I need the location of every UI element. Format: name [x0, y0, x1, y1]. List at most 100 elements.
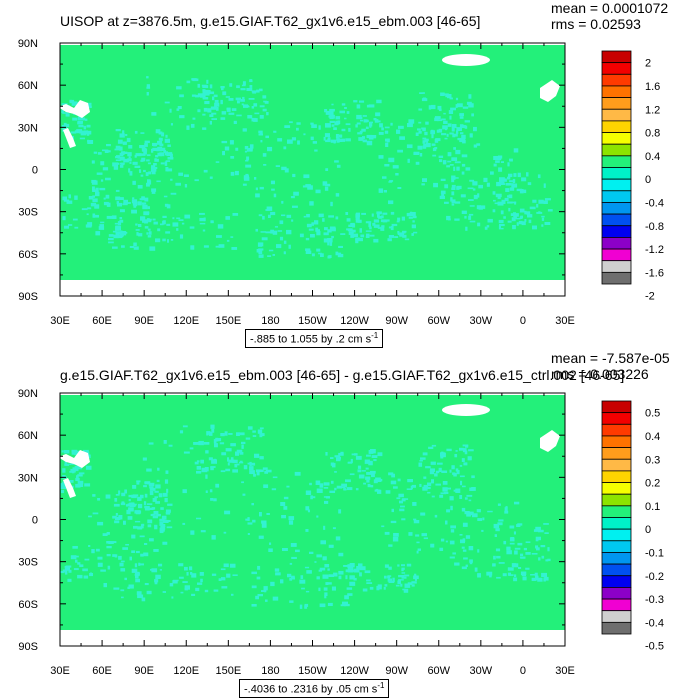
colorbar-label: 0.2 [645, 478, 660, 490]
colorbar-label: -0.5 [645, 641, 664, 653]
unit-exponent: -1 [371, 331, 379, 340]
colorbar-label: 0 [645, 524, 651, 536]
y-tick-label: 30N [18, 122, 38, 134]
y-tick-label: 60N [18, 430, 38, 442]
x-tick-label: 150E [215, 665, 241, 677]
y-tick-label: 60S [18, 249, 38, 261]
colorbar-swatch [601, 213, 632, 227]
colorbar-swatch [601, 528, 632, 542]
x-tick-label: 120E [173, 665, 199, 677]
x-tick-label: 60E [92, 315, 112, 327]
colorbar-label: 0.4 [645, 151, 660, 163]
colorbar-label: -0.2 [645, 571, 664, 583]
x-tick-label: 30E [50, 315, 70, 327]
contour-range-box: -.4036 to .2316 by .05 cm s-1 [239, 679, 390, 698]
x-tick-label: 60W [427, 665, 450, 677]
colorbar-swatch [601, 260, 632, 273]
x-tick-label: 90E [134, 315, 154, 327]
colorbar-swatch [601, 540, 632, 553]
colorbar-label: 0.8 [645, 128, 660, 140]
contour-range-text: -.885 to 1.055 by .2 cm s [250, 333, 372, 346]
colorbar-swatch [601, 505, 632, 518]
colorbar-swatch [601, 423, 632, 437]
land-mask [540, 430, 560, 452]
colorbar-swatch [601, 458, 632, 472]
colorbar-label: -0.4 [645, 617, 664, 629]
field-base [60, 45, 565, 282]
colorbar-swatch [601, 482, 632, 495]
colorbar-label: 0.3 [645, 454, 660, 466]
y-tick-label: 90N [18, 38, 38, 50]
colorbar-swatch [601, 62, 632, 75]
colorbar-swatch [601, 598, 632, 612]
colorbar-label: -0.4 [645, 198, 664, 210]
panel-title: g.e15.GIAF.T62_gx1v6.e15_ebm.003 [46-65]… [60, 367, 625, 383]
land-mask [540, 80, 560, 102]
x-tick-label: 90W [385, 315, 408, 327]
map-canvas-top: 30E 60E 90E 120E 150E 180 150W 120W 90W 60W 30W 0 30… [18, 38, 664, 327]
y-tick-label: 90S [18, 641, 38, 653]
colorbar-swatch [601, 610, 632, 623]
y-tick-label: 0 [32, 165, 38, 177]
land-mask [442, 404, 490, 416]
colorbar-swatch [601, 167, 632, 180]
colorbar-swatch [601, 236, 632, 250]
rms-label: rms = 0.003226 [551, 366, 649, 382]
x-tick-label: 120W [340, 665, 369, 677]
colorbar-swatch [601, 225, 632, 238]
x-tick-label: 30W [470, 665, 493, 677]
colorbar-swatch [601, 132, 632, 145]
y-tick-label: 90N [18, 388, 38, 400]
x-tick-label: 0 [520, 665, 526, 677]
colorbar-swatch [601, 447, 632, 460]
x-tick-label: 120W [340, 315, 369, 327]
colorbar-label: 1.2 [645, 104, 660, 116]
colorbar-label: -2 [645, 291, 655, 303]
land-mask [58, 100, 90, 118]
contour-range-text: -.4036 to .2316 by .05 cm s [244, 683, 378, 696]
land-mask [63, 128, 76, 148]
colorbar-swatch [601, 73, 632, 87]
colorbar-label: -0.8 [645, 221, 664, 233]
x-tick-label: 60E [92, 665, 112, 677]
colorbar-swatch [601, 248, 632, 262]
colorbar-label: -1.6 [645, 267, 664, 279]
colorbar-label: -0.3 [645, 594, 664, 606]
colorbar-swatch [601, 563, 632, 577]
x-tick-label: 30E [50, 665, 70, 677]
x-tick-label: 180 [261, 315, 279, 327]
x-tick-label: 0 [520, 315, 526, 327]
land-mask [63, 478, 76, 498]
mean-label: mean = 0.0001072 [551, 0, 669, 16]
colorbar-swatch [601, 108, 632, 122]
land-mask [58, 450, 90, 468]
colorbar-swatch [601, 575, 632, 588]
colorbar-swatch [601, 190, 632, 203]
colorbar-swatch [601, 202, 632, 215]
y-tick-label: 90S [18, 291, 38, 303]
unit-exponent: -1 [377, 681, 385, 690]
x-tick-label: 60W [427, 315, 450, 327]
x-tick-label: 150W [298, 665, 327, 677]
y-tick-label: 60N [18, 80, 38, 92]
colorbar-swatch [601, 271, 632, 285]
x-tick-label: 120E [173, 315, 199, 327]
colorbar-label: 0.1 [645, 501, 660, 513]
colorbar-swatch [601, 178, 632, 192]
y-tick-label: 0 [32, 515, 38, 527]
x-tick-label: 90E [134, 665, 154, 677]
x-tick-label: 30E [555, 665, 575, 677]
colorbar-swatch [601, 435, 632, 448]
colorbar-swatch [601, 155, 632, 168]
colorbar-swatch [601, 586, 632, 600]
colorbar-swatch [601, 85, 632, 98]
colorbar-swatch [601, 621, 632, 635]
map-canvas-bottom: 30E 60E 90E 120E 150E 180 150W 120W 90W 60W 30W 0 30… [18, 388, 664, 677]
colorbar-swatch [601, 552, 632, 565]
land-mask [442, 54, 490, 66]
anomaly-patches [61, 76, 553, 259]
x-tick-label: 150E [215, 315, 241, 327]
colorbar-label: 0 [645, 174, 651, 186]
y-tick-label: 60S [18, 599, 38, 611]
colorbar-label: -1.2 [645, 244, 664, 256]
